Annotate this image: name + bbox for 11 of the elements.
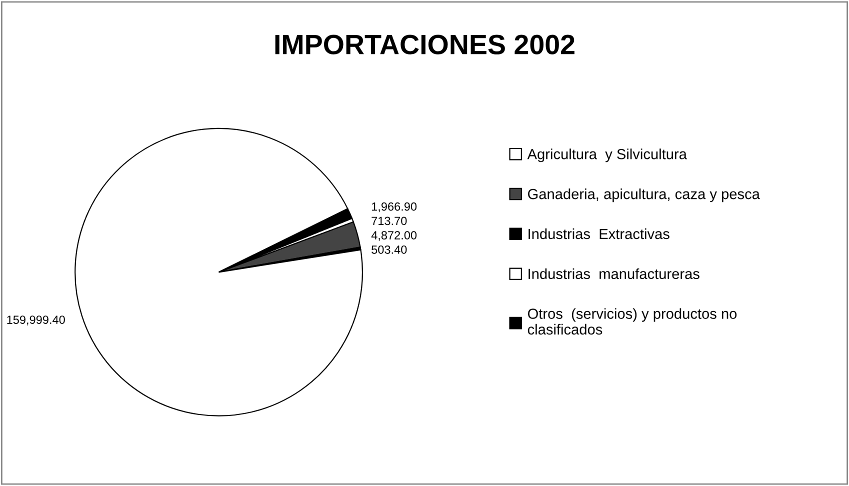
legend-label: Ganaderia, apicultura, caza y pesca [528, 188, 760, 202]
data-label: 159,999.40 [7, 316, 65, 326]
data-label: 1,966.90 [372, 202, 417, 212]
chart-title: IMPORTACIONES 2002 [275, 34, 574, 54]
legend-label: Industrias Extractivas [528, 228, 670, 240]
data-label: 713.70 [372, 216, 407, 226]
data-label: 503.40 [372, 245, 407, 254]
legend-label: Agricultura y Silvicultura [527, 148, 687, 162]
data-label: 4,872.00 [371, 231, 417, 241]
legend-label: Industrias manufactureras [528, 268, 700, 280]
legend-label: Otros (servicios) y productos no clasificados [528, 308, 737, 335]
